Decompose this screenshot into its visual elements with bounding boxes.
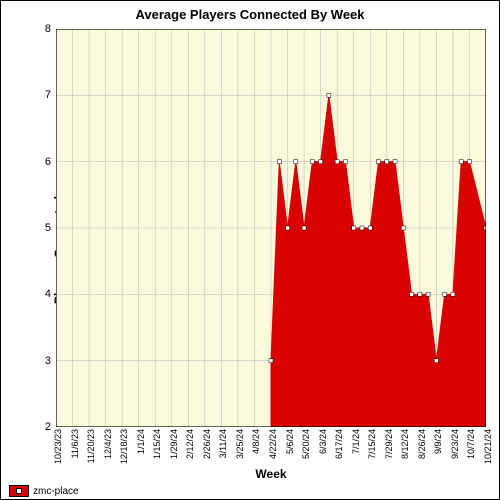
x-tick-label: 7/15/24 bbox=[367, 429, 377, 459]
x-tick-label: 7/29/24 bbox=[384, 429, 394, 459]
chart-title: Average Players Connected By Week bbox=[1, 7, 499, 22]
y-tick-label: 8 bbox=[31, 23, 51, 35]
x-tick-label: 7/1/24 bbox=[351, 429, 361, 454]
legend-swatch bbox=[9, 485, 29, 497]
x-tick-label: 11/6/23 bbox=[70, 429, 80, 458]
x-tick-label: 4/8/24 bbox=[251, 429, 261, 454]
x-tick-label: 9/9/24 bbox=[433, 429, 443, 454]
y-tick-label: 7 bbox=[31, 89, 51, 101]
x-tick-label: 4/22/24 bbox=[268, 429, 278, 459]
x-tick-label: 5/20/24 bbox=[301, 429, 311, 459]
x-tick-label: 3/11/24 bbox=[218, 429, 228, 458]
x-tick-label: 12/4/23 bbox=[103, 429, 113, 459]
x-tick-label: 6/3/24 bbox=[318, 429, 328, 454]
y-tick-label: 5 bbox=[31, 222, 51, 234]
y-tick-label: 3 bbox=[31, 355, 51, 367]
x-tick-label: 10/23/23 bbox=[53, 429, 63, 464]
x-tick-label: 12/18/23 bbox=[119, 429, 129, 464]
legend: zmc-place bbox=[9, 485, 79, 497]
x-tick-label: 1/29/24 bbox=[169, 429, 179, 459]
y-tick-label: 2 bbox=[31, 421, 51, 433]
x-tick-label: 8/12/24 bbox=[400, 429, 410, 459]
x-tick-label: 8/26/24 bbox=[417, 429, 427, 459]
x-tick-label: 2/26/24 bbox=[202, 429, 212, 459]
x-tick-label: 10/7/24 bbox=[466, 429, 476, 459]
x-tick-label: 5/6/24 bbox=[285, 429, 295, 454]
x-axis-label: Week bbox=[56, 467, 486, 481]
legend-label: zmc-place bbox=[33, 486, 79, 497]
legend-marker-icon bbox=[16, 488, 22, 494]
x-tick-label: 9/23/24 bbox=[450, 429, 460, 459]
x-tick-label: 10/21/24 bbox=[483, 429, 493, 464]
x-tick-label: 2/12/24 bbox=[185, 429, 195, 459]
x-tick-label: 3/25/24 bbox=[235, 429, 245, 459]
y-tick-label: 4 bbox=[31, 288, 51, 300]
x-tick-label: 1/15/24 bbox=[152, 429, 162, 459]
y-tick-label: 6 bbox=[31, 156, 51, 168]
x-tick-label: 11/20/23 bbox=[86, 429, 96, 463]
x-tick-label: 1/1/24 bbox=[136, 429, 146, 454]
chart-container: Average Players Connected By Week Player… bbox=[0, 0, 500, 500]
x-tick-label: 6/17/24 bbox=[334, 429, 344, 459]
chart-plot bbox=[56, 29, 486, 427]
